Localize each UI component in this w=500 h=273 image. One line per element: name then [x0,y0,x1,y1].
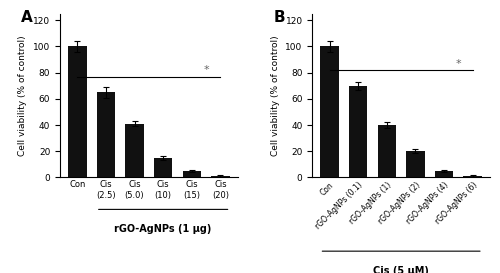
Y-axis label: Cell viability (% of control): Cell viability (% of control) [271,35,280,156]
Bar [320,46,339,177]
Bar [211,176,230,177]
Text: *: * [456,59,462,69]
Text: *: * [204,65,209,75]
Text: A: A [21,10,32,25]
Text: B: B [273,10,285,25]
Bar [435,171,454,177]
Y-axis label: Cell viability (% of control): Cell viability (% of control) [18,35,28,156]
Bar [406,151,425,177]
Bar [464,176,482,177]
Bar [182,171,201,177]
Bar [68,46,86,177]
Text: rGO-AgNPs (1 μg): rGO-AgNPs (1 μg) [114,224,212,234]
Bar [378,125,396,177]
Bar [154,158,172,177]
Text: Cis (5 μM): Cis (5 μM) [373,266,429,273]
Bar [349,86,368,177]
Bar [96,92,115,177]
Bar [125,124,144,177]
